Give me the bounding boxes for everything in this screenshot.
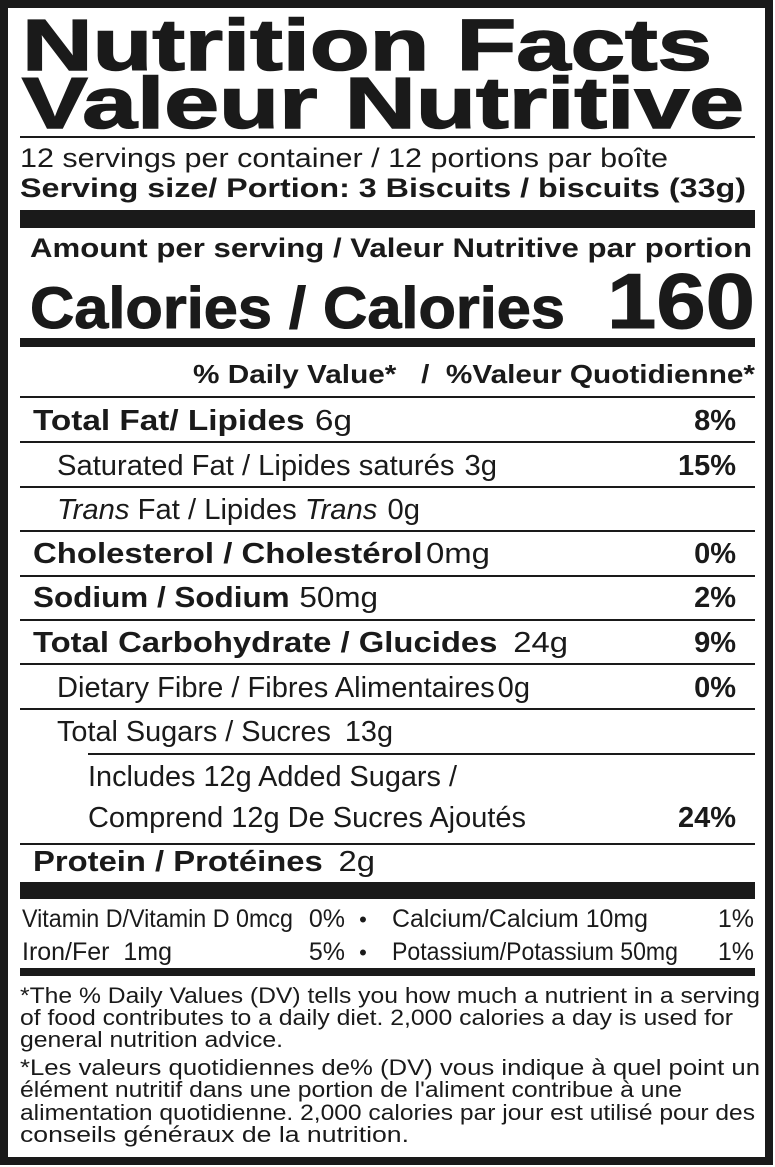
nutrient-name: Protein / Protéines <box>33 846 323 878</box>
nutrient-name: Total Carbohydrate / Glucides <box>33 627 497 659</box>
title-fr: Valeur Nutritive <box>22 64 744 144</box>
nutrient-dv: 2% <box>694 582 736 614</box>
nutrient-row: Protein / Protéines 2g <box>33 846 375 878</box>
nutrient-row: Saturated Fat / Lipides saturés 3g <box>57 450 497 482</box>
medium-bar <box>20 338 755 347</box>
vitamin-dv: 1% <box>718 938 754 966</box>
nutrient-name: Total Sugars / Sucres <box>57 716 331 748</box>
footnote-line: *The % Daily Values (DV) tells you how m… <box>20 983 760 1008</box>
vitamin-dv: 5% <box>309 938 345 966</box>
nutrient-amount: 50mg <box>299 582 378 614</box>
nutrient-name: Fat / Lipides <box>130 494 305 526</box>
servings: 12 servings per container / 12 portions … <box>20 143 668 173</box>
vitamin-name: Vitamin D/Vitamin D 0mcg <box>22 905 293 933</box>
nutrient-row: Total Sugars / Sucres 13g <box>57 716 393 748</box>
medium-bar <box>20 968 755 976</box>
thick-bar <box>20 210 755 228</box>
nutrient-dv: 8% <box>694 405 736 437</box>
nutrient-row: Total Carbohydrate / Glucides 24g <box>33 627 568 659</box>
nutrient-line: Includes 12g Added Sugars / <box>88 761 458 793</box>
nutrient-row: Total Fat/ Lipides 6g <box>33 405 352 437</box>
nutrient-name: Sodium / Sodium <box>33 582 290 614</box>
nutrient-name-italic: Trans <box>57 494 130 526</box>
nutrient-amount: 0g <box>498 672 530 704</box>
nutrient-amount: 0g <box>387 494 420 526</box>
footnote-line: *Les valeurs quotidiennes de% (DV) vous … <box>20 1055 760 1080</box>
amount-per-serving: Amount per serving / Valeur Nutritive pa… <box>30 233 752 263</box>
nutrient-row: Sodium / Sodium 50mg <box>33 582 378 614</box>
vitamin-name: Potassium/Potassium 50mg <box>392 938 678 966</box>
footnote-line: general nutrition advice. <box>20 1027 283 1052</box>
nutrient-amount: 13g <box>345 716 393 748</box>
nutrient-name: Saturated Fat / Lipides saturés <box>57 450 454 482</box>
daily-value-header: % Daily Value* / %Valeur Quotidienne* <box>193 359 756 389</box>
nutrient-amount: 2g <box>339 846 375 878</box>
footnote-line: of food contributes to a daily diet. 2,0… <box>20 1005 733 1030</box>
nutrient-row: Trans Fat / Lipides Trans 0g <box>57 494 420 526</box>
vitamin-dv: 0% <box>309 905 345 933</box>
nutrient-name: Total Fat/ Lipides <box>33 405 305 437</box>
separator: • <box>359 940 367 965</box>
nutrient-amount: 3g <box>465 450 497 482</box>
nutrient-row: Dietary Fibre / Fibres Alimentaires 0g <box>57 672 530 704</box>
nutrient-dv: 15% <box>678 450 736 482</box>
nutrient-name-italic: Trans <box>305 494 378 526</box>
nutrient-name: Dietary Fibre / Fibres Alimentaires <box>57 672 495 704</box>
serving-size: Serving size/ Portion: 3 Biscuits / bisc… <box>20 173 746 203</box>
nutrient-dv: 0% <box>694 672 736 704</box>
nutrient-dv: 24% <box>678 802 736 834</box>
nutrient-name: Cholesterol / Cholestérol <box>33 538 423 570</box>
nutrient-amount: 0mg <box>426 538 490 570</box>
nutrient-line: Comprend 12g De Sucres Ajoutés <box>88 802 526 834</box>
nutrient-dv: 9% <box>694 627 736 659</box>
nutrient-amount: 6g <box>315 405 352 437</box>
title: Nutrition Facts <box>22 6 712 86</box>
vitamin-dv: 1% <box>718 905 754 933</box>
vitamin-name: Calcium/Calcium 10mg <box>392 905 648 933</box>
nutrient-amount: 24g <box>513 627 568 659</box>
footnote-line: alimentation quotidienne. 2,000 calories… <box>20 1100 755 1125</box>
vitamin-name: Iron/Fer 1mg <box>22 938 172 966</box>
nutrient-dv: 0% <box>694 538 736 570</box>
nutrient-row: Cholesterol / Cholestérol 0mg <box>33 538 490 570</box>
calories-label: Calories / Calories <box>30 276 565 341</box>
footnote-line: conseils généraux de la nutrition. <box>20 1122 409 1147</box>
thick-bar <box>20 882 755 899</box>
separator: • <box>359 907 367 932</box>
footnote-line: élément nutritif dans une portion de l'a… <box>20 1077 682 1102</box>
calories-value: 160 <box>607 257 755 345</box>
